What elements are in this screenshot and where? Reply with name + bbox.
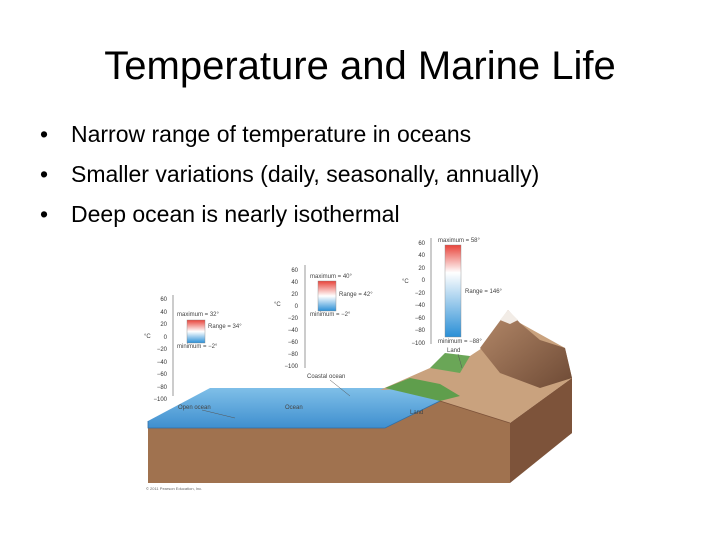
land-tick: 40 <box>418 253 425 259</box>
coastal-ocean-tick: −60 <box>288 340 299 346</box>
coastal-ocean-tick: −40 <box>288 328 299 334</box>
land-tick: −100 <box>411 341 425 347</box>
bullet-dot: • <box>40 201 49 227</box>
open-ocean-leader <box>201 409 236 419</box>
land-tick: 60 <box>418 241 425 247</box>
copyright: © 2011 Pearson Education, Inc. <box>146 486 202 491</box>
open-ocean-tick: 40 <box>160 310 167 316</box>
bullet-list: • Narrow range of temperature in oceans •… <box>40 114 539 234</box>
open-ocean-range: Range = 34° <box>208 324 242 330</box>
coastal-ocean-tick: −100 <box>284 364 298 370</box>
bullet-text: Deep ocean is nearly isothermal <box>71 201 400 227</box>
open-ocean-minimum: minimum = −2° <box>177 344 218 350</box>
bullet-dot: • <box>40 161 49 187</box>
land-tick: −60 <box>415 316 426 322</box>
open-ocean-tick: 60 <box>160 297 167 303</box>
bullet-text: Smaller variations (daily, seasonally, a… <box>71 161 540 187</box>
crust-block <box>148 378 572 483</box>
land-tick: 20 <box>418 266 425 272</box>
bullet-item: • Narrow range of temperature in oceans <box>40 114 539 154</box>
open-ocean-range-bar <box>186 319 206 344</box>
land-unit: °C <box>402 279 409 285</box>
coastal-ocean-range-bar <box>317 280 337 312</box>
coastal-ocean-tick: −20 <box>288 316 299 322</box>
coastal-ocean-minimum: minimum = −2° <box>310 312 351 318</box>
figure-svg: 60 40 20 0 −20 −40 −60 −80 −100 °C maxim… <box>144 238 572 491</box>
land-range: Range = 146° <box>465 289 503 295</box>
coastal-ocean-tick: −80 <box>288 352 299 358</box>
open-ocean-tick: −100 <box>153 397 167 403</box>
land-surface-label: Land <box>410 410 423 416</box>
coastal-ocean-tick: 0 <box>295 304 299 310</box>
coastal-ocean-range: Range = 42° <box>339 292 373 298</box>
slide-title: Temperature and Marine Life <box>104 44 616 88</box>
open-ocean-tick: 0 <box>164 335 168 341</box>
land-tick: −80 <box>415 328 426 334</box>
bullet-text: Narrow range of temperature in oceans <box>71 121 472 147</box>
coastal-ocean-unit: °C <box>274 302 281 308</box>
bullet-dot: • <box>40 121 49 147</box>
open-ocean-tick: −40 <box>157 360 168 366</box>
coastal-ocean-maximum: maximum = 40° <box>310 274 353 280</box>
open-ocean-tick: 20 <box>160 322 167 328</box>
land-label: Land <box>447 348 460 354</box>
open-ocean-maximum: maximum = 32° <box>177 312 220 318</box>
open-ocean-tick: −20 <box>157 347 168 353</box>
open-ocean-tick: −80 <box>157 385 168 391</box>
land-leader <box>457 353 463 369</box>
bullet-item: • Smaller variations (daily, seasonally, … <box>40 154 539 194</box>
coastal-ocean-thermometer: 60 40 20 0 −20 −40 −60 −80 −100 °C maxim… <box>274 265 373 397</box>
land-minimum: minimum = −88° <box>438 339 482 345</box>
open-ocean-label: Open ocean <box>178 405 211 411</box>
open-ocean-thermometer: 60 40 20 0 −20 −40 −60 −80 −100 °C maxim… <box>144 295 242 419</box>
bullet-item: • Deep ocean is nearly isothermal <box>40 194 539 234</box>
coastal-ocean-label: Coastal ocean <box>307 374 345 380</box>
coastal-ocean-tick: 60 <box>291 268 298 274</box>
coastal-ocean-tick: 40 <box>291 280 298 286</box>
land-surface <box>380 310 572 424</box>
ocean-label: Ocean <box>285 405 303 411</box>
open-ocean-unit: °C <box>144 334 151 340</box>
land-tick: −40 <box>415 303 426 309</box>
land-range-bar <box>444 244 462 338</box>
land-maximum: maximum = 58° <box>438 238 481 244</box>
temperature-range-figure: 60 40 20 0 −20 −40 −60 −80 −100 °C maxim… <box>140 228 590 493</box>
land-tick: 0 <box>422 278 426 284</box>
open-ocean-tick: −60 <box>157 372 168 378</box>
coastal-ocean-leader <box>329 379 351 397</box>
land-tick: −20 <box>415 291 426 297</box>
land-thermometer: 60 40 20 0 −20 −40 −60 −80 −100 °C maxim… <box>402 238 503 369</box>
coastal-ocean-tick: 20 <box>291 292 298 298</box>
